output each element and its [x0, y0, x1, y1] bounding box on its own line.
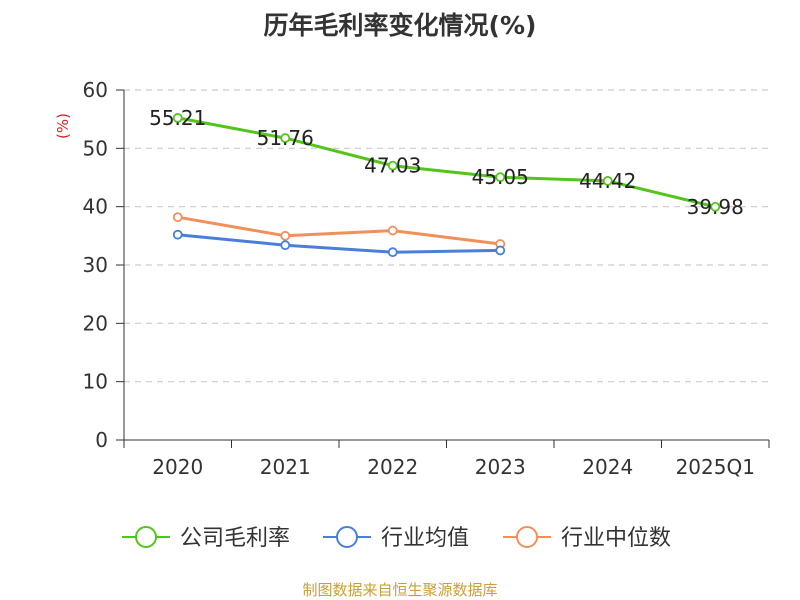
x-tick-label: 2022 [367, 455, 418, 479]
data-point [280, 133, 291, 143]
data-point [387, 160, 398, 171]
series-line [177, 233, 501, 254]
series-line [177, 215, 501, 246]
legend: 公司毛利率 行业均值 行业中位数 [122, 526, 671, 551]
legend-marker [336, 526, 358, 548]
y-tick-label: 0 [95, 428, 108, 452]
data-labels: 55.21 51.76 47.03 45.05 44.42 39.98 [149, 106, 744, 219]
y-tick-label: 60 [83, 78, 108, 102]
data-label: 51.76 [257, 126, 314, 150]
data-label: 55.21 [149, 106, 206, 130]
legend-marker [516, 526, 538, 548]
y-tick-label: 20 [83, 311, 108, 335]
data-point [172, 212, 183, 223]
y-tick-label: 40 [83, 195, 108, 219]
x-tick-label: 2021 [260, 455, 311, 479]
legend-marker [135, 526, 157, 548]
axes: 0 10 20 30 40 50 60 2020 2021 2022 2023 2024 2025Q1 (… [54, 78, 770, 479]
data-label: 45.05 [472, 165, 529, 189]
data-point [495, 245, 506, 256]
data-point [280, 240, 291, 251]
series-line [177, 116, 716, 209]
data-point [387, 225, 398, 236]
y-axis-label: (%) [54, 113, 72, 139]
data-point [172, 229, 183, 240]
legend-label: 公司毛利率 [180, 526, 290, 551]
data-point [710, 201, 721, 212]
x-tick-label: 2025Q1 [676, 455, 755, 479]
y-tick-label: 50 [83, 136, 108, 160]
data-point [495, 172, 506, 183]
legend-label: 行业中位数 [561, 526, 671, 551]
chart-title: 历年毛利率变化情况(%) [263, 11, 537, 40]
data-label: 44.42 [579, 169, 636, 193]
x-tick-label: 2023 [475, 455, 526, 479]
data-label: 47.03 [364, 154, 421, 178]
data-point [602, 175, 613, 186]
y-tick-label: 10 [83, 370, 108, 394]
x-tick-label: 2020 [152, 455, 203, 479]
data-label: 39.98 [687, 195, 744, 219]
x-tick-label: 2024 [582, 455, 633, 479]
data-point [387, 247, 398, 258]
series-lines [172, 113, 721, 258]
data-point [172, 113, 183, 123]
grid-lines [124, 89, 769, 383]
source-note: 制图数据来自恒生聚源数据库 [302, 581, 498, 599]
y-tick-label: 30 [83, 253, 108, 277]
legend-label: 行业均值 [381, 526, 469, 551]
data-point [280, 230, 291, 241]
